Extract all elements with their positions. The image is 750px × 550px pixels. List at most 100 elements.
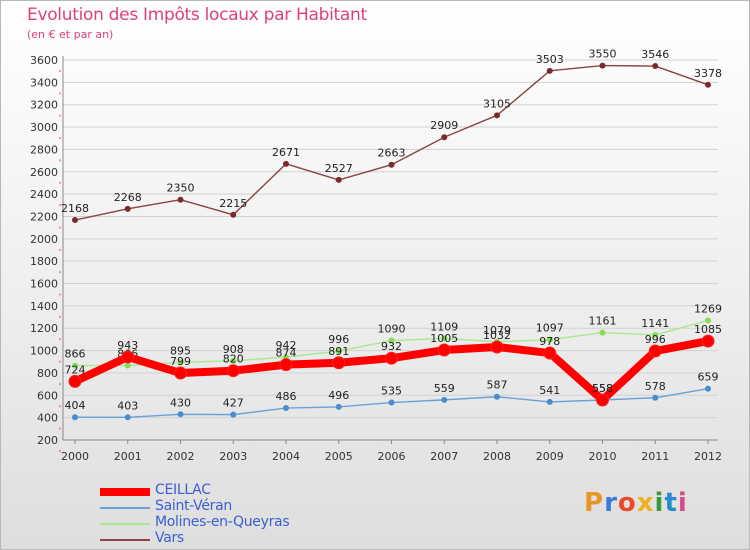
x-tick-label: 2009: [536, 450, 564, 463]
x-tick-label: 2007: [430, 450, 458, 463]
data-label: 2527: [325, 162, 353, 175]
data-label: 3550: [589, 48, 617, 61]
data-label: 2350: [167, 182, 195, 195]
data-label: 866: [65, 348, 86, 361]
x-tick-label: 2010: [589, 450, 617, 463]
data-point: [335, 403, 342, 410]
data-point: [72, 362, 78, 369]
data-point: [596, 393, 609, 407]
data-point: [335, 176, 342, 183]
data-point: [283, 405, 289, 412]
x-tick-label: 2003: [219, 450, 247, 463]
data-point: [490, 340, 504, 354]
data-label: 541: [539, 384, 560, 397]
data-point: [652, 63, 659, 70]
data-label: 1090: [378, 323, 406, 336]
data-label: 799: [170, 355, 191, 368]
data-point: [494, 393, 500, 400]
data-label: 558: [592, 382, 613, 395]
y-tick-label: 3400: [30, 76, 58, 89]
data-point: [441, 335, 448, 342]
y-tick-label: 2800: [30, 143, 58, 156]
y-tick-label: 1000: [30, 345, 58, 358]
data-label: 1097: [536, 322, 564, 335]
data-label: 996: [328, 333, 349, 346]
data-label: 659: [698, 371, 719, 384]
data-point: [230, 411, 237, 418]
data-label: 2268: [114, 191, 142, 204]
data-label: 3546: [641, 48, 669, 61]
data-label: 430: [170, 396, 191, 409]
y-tick-label: 600: [37, 389, 58, 402]
data-label: 1032: [483, 329, 511, 342]
data-point: [599, 62, 606, 69]
data-label: 942: [276, 339, 297, 352]
data-point: [124, 205, 131, 212]
y-tick-label: 200: [37, 434, 58, 447]
data-label: 404: [65, 399, 86, 412]
data-label: 1079: [483, 324, 511, 337]
data-point: [388, 337, 395, 344]
data-point: [546, 336, 553, 343]
data-label: 559: [434, 382, 455, 395]
data-point: [599, 329, 606, 336]
data-point: [546, 398, 553, 405]
data-point: [335, 348, 342, 355]
data-label: 820: [223, 353, 244, 366]
data-label: 587: [487, 379, 508, 392]
legend-label: Vars: [155, 530, 184, 546]
data-label: 996: [645, 333, 666, 346]
data-point: [279, 358, 293, 372]
legend-swatch: [100, 523, 150, 525]
data-label: 2168: [61, 202, 89, 215]
y-tick-label: 2200: [30, 210, 58, 223]
data-point: [124, 362, 131, 369]
data-label: 891: [328, 345, 349, 358]
legend-swatch: [100, 507, 150, 509]
data-label: 403: [117, 399, 138, 412]
data-point: [121, 350, 135, 364]
data-point: [705, 317, 711, 324]
data-label: 1161: [589, 315, 617, 328]
data-point: [385, 351, 398, 365]
data-point: [72, 414, 78, 421]
data-point: [652, 394, 659, 401]
data-label: 932: [381, 340, 402, 353]
y-tick-label: 800: [37, 367, 58, 380]
data-label: 874: [276, 347, 297, 360]
legend-swatch: [100, 488, 150, 496]
data-label: 3105: [483, 97, 511, 110]
data-point: [437, 343, 451, 357]
y-tick-label: 3200: [30, 99, 58, 112]
data-point: [652, 331, 659, 338]
x-tick-label: 2004: [272, 450, 300, 463]
x-tick-label: 2008: [483, 450, 511, 463]
legend-swatch: [100, 539, 150, 541]
data-label: 895: [170, 344, 191, 357]
data-label: 943: [117, 339, 138, 352]
data-label: 1269: [694, 303, 722, 316]
data-point: [648, 344, 662, 358]
data-label: 427: [223, 397, 244, 410]
x-tick-label: 2000: [61, 450, 89, 463]
data-point: [388, 161, 395, 168]
data-point: [226, 364, 240, 378]
data-point: [230, 211, 237, 218]
x-tick-label: 2001: [114, 450, 142, 463]
x-tick-label: 2012: [694, 450, 722, 463]
y-tick-label: 1600: [30, 278, 58, 291]
y-tick-label: 3000: [30, 121, 58, 134]
data-point: [68, 374, 82, 388]
logo-letter: t: [664, 488, 678, 518]
data-label: 724: [65, 363, 86, 376]
y-tick-label: 1800: [30, 255, 58, 268]
x-tick-label: 2002: [167, 450, 195, 463]
data-label: 1141: [641, 317, 669, 330]
data-label: 1005: [430, 332, 458, 345]
data-point: [177, 196, 184, 203]
data-point: [494, 112, 500, 119]
data-label: 2215: [219, 197, 247, 210]
y-tick-label: 3600: [30, 54, 58, 67]
